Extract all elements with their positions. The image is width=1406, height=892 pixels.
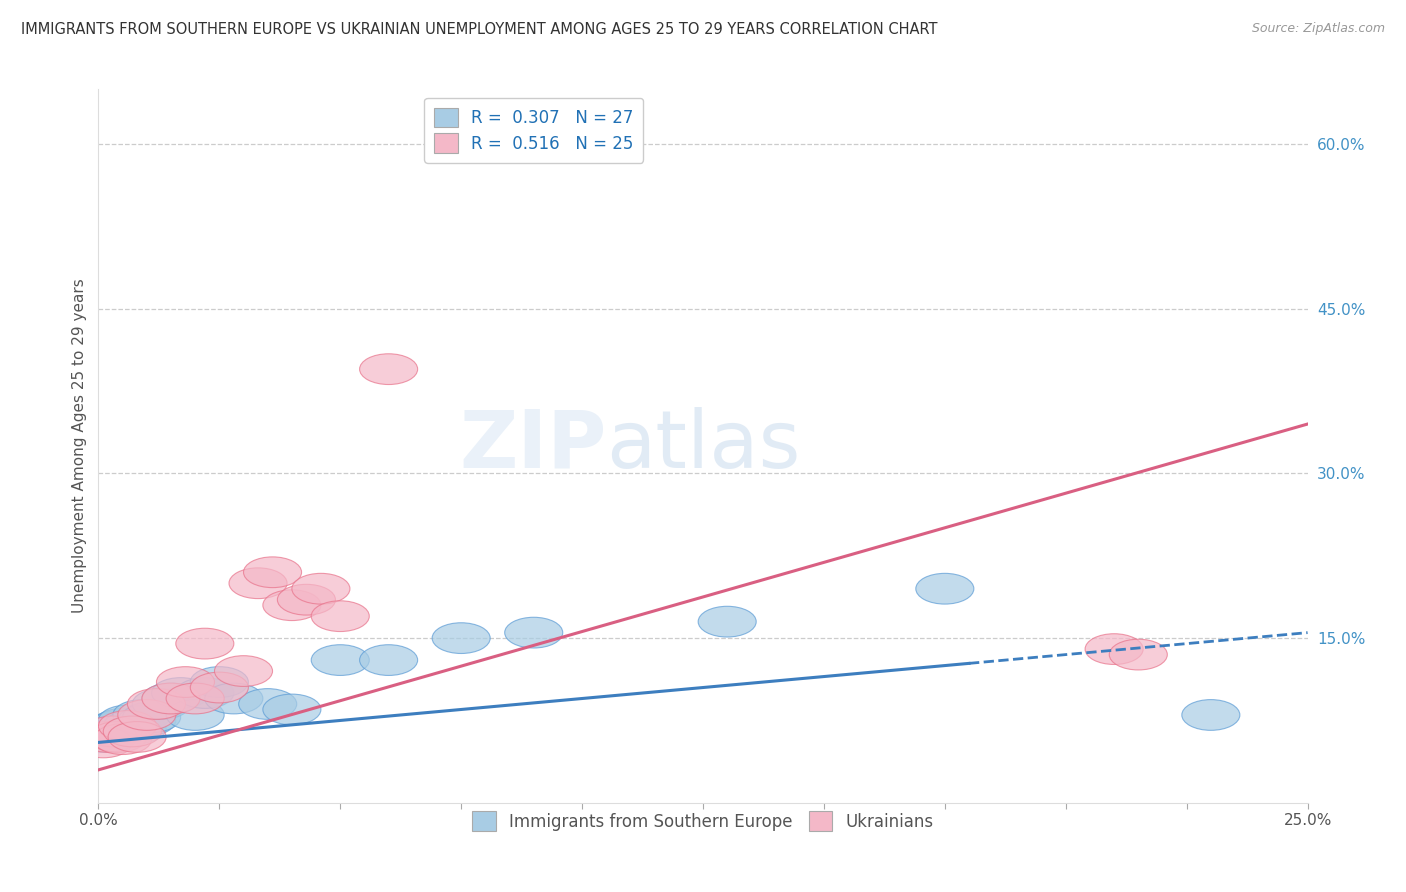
Ellipse shape	[128, 689, 186, 719]
Ellipse shape	[215, 656, 273, 687]
Ellipse shape	[118, 699, 176, 731]
Ellipse shape	[190, 666, 249, 698]
Ellipse shape	[166, 699, 224, 731]
Ellipse shape	[311, 645, 370, 675]
Ellipse shape	[176, 628, 233, 659]
Ellipse shape	[103, 716, 162, 747]
Ellipse shape	[98, 711, 156, 741]
Ellipse shape	[79, 716, 138, 747]
Ellipse shape	[89, 711, 146, 741]
Ellipse shape	[1182, 699, 1240, 731]
Y-axis label: Unemployment Among Ages 25 to 29 years: Unemployment Among Ages 25 to 29 years	[72, 278, 87, 614]
Text: atlas: atlas	[606, 407, 800, 485]
Ellipse shape	[166, 683, 224, 714]
Ellipse shape	[89, 722, 146, 752]
Ellipse shape	[205, 683, 263, 714]
Ellipse shape	[108, 713, 166, 744]
Ellipse shape	[190, 673, 249, 703]
Text: ZIP: ZIP	[458, 407, 606, 485]
Ellipse shape	[505, 617, 562, 648]
Ellipse shape	[84, 716, 142, 747]
Legend: Immigrants from Southern Europe, Ukrainians: Immigrants from Southern Europe, Ukraini…	[465, 805, 941, 838]
Ellipse shape	[176, 678, 233, 708]
Ellipse shape	[79, 722, 138, 752]
Ellipse shape	[84, 713, 142, 744]
Ellipse shape	[263, 694, 321, 725]
Ellipse shape	[277, 584, 336, 615]
Ellipse shape	[108, 722, 166, 752]
Ellipse shape	[94, 723, 152, 755]
Ellipse shape	[915, 574, 974, 604]
Ellipse shape	[118, 705, 176, 736]
Ellipse shape	[292, 574, 350, 604]
Ellipse shape	[1085, 633, 1143, 665]
Ellipse shape	[239, 689, 297, 719]
Ellipse shape	[360, 354, 418, 384]
Ellipse shape	[75, 722, 132, 752]
Ellipse shape	[75, 727, 132, 758]
Ellipse shape	[263, 590, 321, 621]
Ellipse shape	[132, 689, 190, 719]
Ellipse shape	[98, 705, 156, 736]
Text: Source: ZipAtlas.com: Source: ZipAtlas.com	[1251, 22, 1385, 36]
Ellipse shape	[699, 607, 756, 637]
Ellipse shape	[152, 678, 209, 708]
Ellipse shape	[311, 601, 370, 632]
Ellipse shape	[94, 708, 152, 739]
Ellipse shape	[142, 683, 200, 714]
Text: IMMIGRANTS FROM SOUTHERN EUROPE VS UKRAINIAN UNEMPLOYMENT AMONG AGES 25 TO 29 YE: IMMIGRANTS FROM SOUTHERN EUROPE VS UKRAI…	[21, 22, 938, 37]
Ellipse shape	[360, 645, 418, 675]
Ellipse shape	[229, 568, 287, 599]
Ellipse shape	[432, 623, 491, 654]
Ellipse shape	[156, 666, 215, 698]
Ellipse shape	[243, 557, 301, 588]
Ellipse shape	[142, 683, 200, 714]
Ellipse shape	[112, 699, 172, 731]
Ellipse shape	[103, 711, 162, 741]
Ellipse shape	[122, 702, 180, 732]
Ellipse shape	[1109, 640, 1167, 670]
